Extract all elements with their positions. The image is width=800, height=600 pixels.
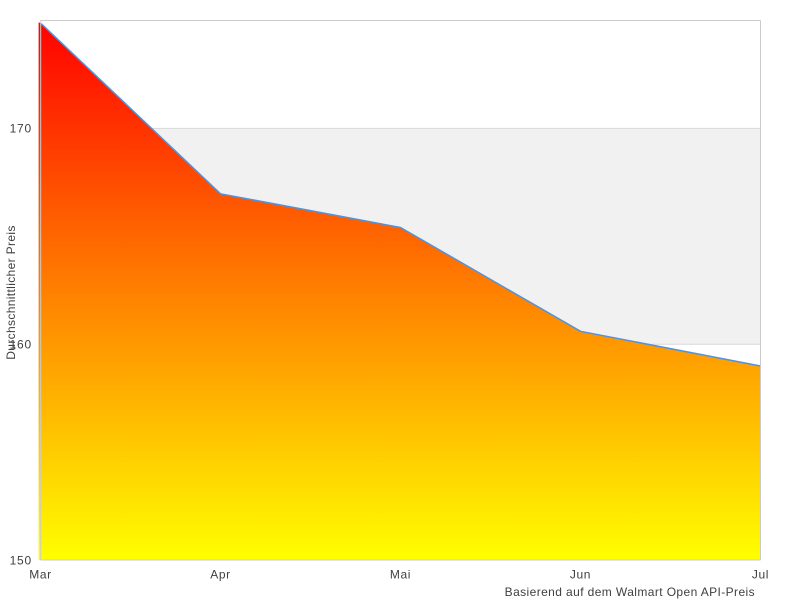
svg-text:Durchschnittlicher Preis: Durchschnittlicher Preis — [4, 225, 18, 359]
svg-text:Basierend auf dem Walmart Open: Basierend auf dem Walmart Open API-Preis — [505, 585, 755, 599]
svg-text:Jul: Jul — [752, 568, 769, 582]
svg-text:160: 160 — [10, 338, 32, 352]
svg-text:Jun: Jun — [570, 568, 591, 582]
svg-text:Mar: Mar — [29, 568, 51, 582]
svg-text:Mai: Mai — [390, 568, 411, 582]
svg-text:170: 170 — [10, 122, 32, 136]
svg-text:Apr: Apr — [210, 568, 230, 582]
svg-text:150: 150 — [10, 553, 32, 567]
